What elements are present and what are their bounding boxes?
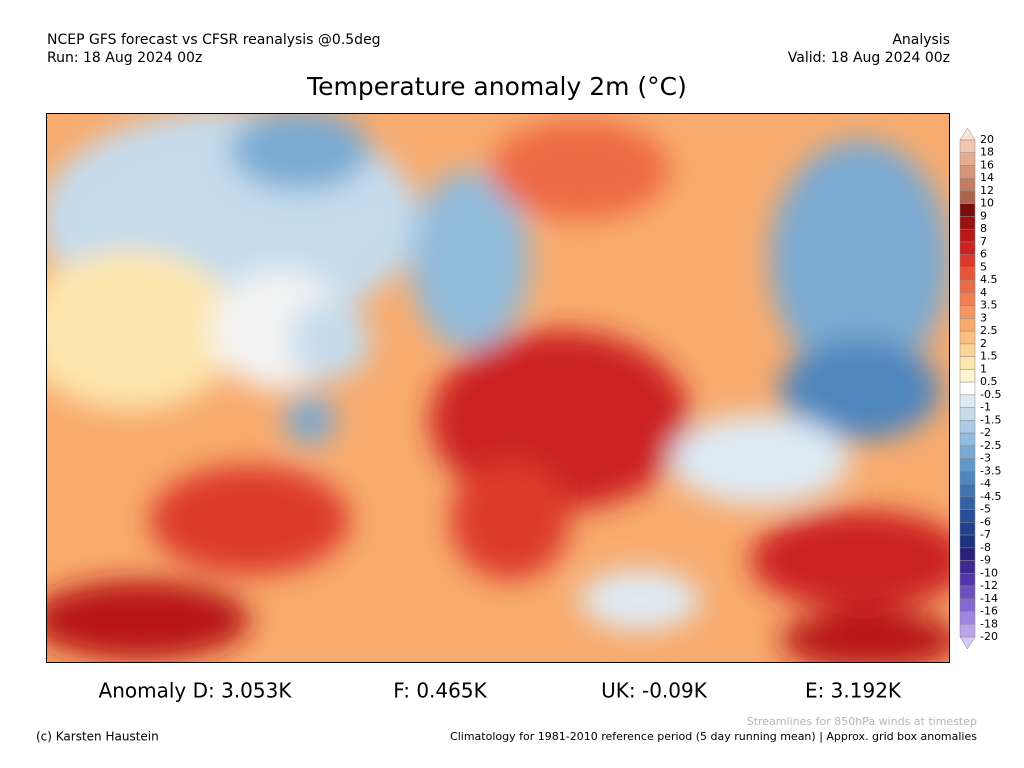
colorbar-label: -1 — [980, 401, 991, 414]
colorbar-swatch — [959, 432, 976, 447]
colorbar-label: 20 — [980, 133, 994, 146]
colorbar-label: -5 — [980, 503, 991, 516]
credit: (c) Karsten Haustein — [36, 730, 159, 744]
colorbar: 201816141210987654.543.532.521.510.5-0.5… — [959, 127, 1001, 650]
colorbar-label: 4 — [980, 286, 987, 299]
colorbar-swatch — [959, 343, 976, 357]
colorbar-swatch — [959, 611, 976, 625]
stat: E: 3.192K — [805, 679, 902, 703]
colorbar-swatch — [959, 139, 976, 153]
stat: F: 0.465K — [393, 679, 487, 703]
header-right-2: Valid: 18 Aug 2024 00z — [788, 50, 950, 66]
colorbar-swatch — [959, 522, 976, 536]
colorbar-label: -2.5 — [980, 439, 1001, 452]
colorbar-swatch — [959, 624, 976, 638]
colorbar-label: 0.5 — [980, 375, 998, 388]
colorbar-label: 3.5 — [980, 299, 998, 312]
map-title: Temperature anomaly 2m (°C) — [306, 72, 687, 101]
header-left-2: Run: 18 Aug 2024 00z — [47, 50, 202, 66]
climatology-note: Climatology for 1981-2010 reference peri… — [450, 730, 977, 743]
colorbar-label: 10 — [980, 197, 994, 210]
colorbar-label: 6 — [980, 248, 987, 261]
colorbar-swatch — [959, 381, 976, 396]
colorbar-label: -18 — [980, 617, 998, 630]
colorbar-label: 2.5 — [980, 324, 998, 337]
colorbar-label: -3 — [980, 452, 991, 465]
colorbar-swatch — [959, 458, 976, 472]
colorbar-label: -14 — [980, 592, 998, 605]
header-right-1: Analysis — [892, 32, 950, 48]
colorbar-swatch — [959, 254, 976, 268]
map — [46, 113, 950, 663]
colorbar-swatch — [959, 305, 976, 319]
colorbar-label: 4.5 — [980, 273, 998, 286]
colorbar-label: -16 — [980, 605, 998, 618]
colorbar-label: -0.5 — [980, 388, 1001, 401]
colorbar-label: 18 — [980, 146, 994, 159]
colorbar-label: -20 — [980, 630, 998, 643]
colorbar-label: -9 — [980, 554, 991, 567]
colorbar-swatch — [959, 394, 976, 408]
colorbar-swatch — [959, 483, 976, 498]
colorbar-label: -6 — [980, 515, 991, 528]
colorbar-label: -4 — [980, 477, 991, 490]
colorbar-swatch — [959, 241, 976, 255]
colorbar-swatch — [959, 152, 976, 166]
colorbar-label: 14 — [980, 171, 994, 184]
colorbar-swatch — [959, 292, 976, 306]
colorbar-swatch — [959, 177, 976, 192]
colorbar-swatch — [959, 318, 976, 332]
colorbar-swatch — [959, 420, 976, 434]
stat: UK: -0.09K — [601, 679, 708, 703]
colorbar-label: 3 — [980, 311, 987, 324]
colorbar-label: -3.5 — [980, 464, 1001, 477]
colorbar-label: -2 — [980, 426, 991, 439]
colorbar-swatch — [959, 356, 976, 370]
header-left-1: NCEP GFS forecast vs CFSR reanalysis @0.… — [47, 32, 381, 48]
colorbar-swatch — [959, 190, 976, 204]
colorbar-cap — [959, 127, 976, 141]
colorbar-label: 2 — [980, 337, 987, 350]
colorbar-swatch — [959, 573, 976, 587]
colorbar-label: -7 — [980, 528, 991, 541]
stat: Anomaly D: 3.053K — [99, 679, 293, 703]
colorbar-label: -8 — [980, 541, 991, 554]
colorbar-swatch — [959, 598, 976, 612]
colorbar-label: 8 — [980, 222, 987, 235]
colorbar-label: 9 — [980, 209, 987, 222]
colorbar-swatch — [959, 547, 976, 561]
colorbar-swatch — [959, 228, 976, 243]
colorbar-label: -10 — [980, 566, 998, 579]
colorbar-swatch — [959, 203, 976, 217]
colorbar-swatch — [959, 369, 976, 383]
colorbar-swatch — [959, 330, 976, 345]
colorbar-label: 7 — [980, 235, 987, 248]
colorbar-swatch — [959, 471, 976, 485]
colorbar-swatch — [959, 585, 976, 600]
colorbar-swatch — [959, 407, 976, 421]
colorbar-swatch — [959, 560, 976, 574]
colorbar-label: 12 — [980, 184, 994, 197]
colorbar-swatch — [959, 279, 976, 294]
colorbar-label: 5 — [980, 260, 987, 273]
colorbar-swatch — [959, 165, 976, 179]
colorbar-swatch — [959, 496, 976, 510]
colorbar-label: -12 — [980, 579, 998, 592]
colorbar-label: 16 — [980, 158, 994, 171]
colorbar-swatch — [959, 216, 976, 230]
colorbar-label: -4.5 — [980, 490, 1001, 503]
colorbar-swatch — [959, 509, 976, 523]
colorbar-swatch — [959, 445, 976, 459]
colorbar-label: -1.5 — [980, 413, 1001, 426]
colorbar-cap — [959, 636, 976, 650]
colorbar-swatch — [959, 534, 976, 549]
colorbar-swatch — [959, 267, 976, 281]
streamlines-note: Streamlines for 850hPa winds at timestep — [747, 715, 977, 728]
colorbar-label: 1.5 — [980, 350, 998, 363]
colorbar-label: 1 — [980, 362, 987, 375]
